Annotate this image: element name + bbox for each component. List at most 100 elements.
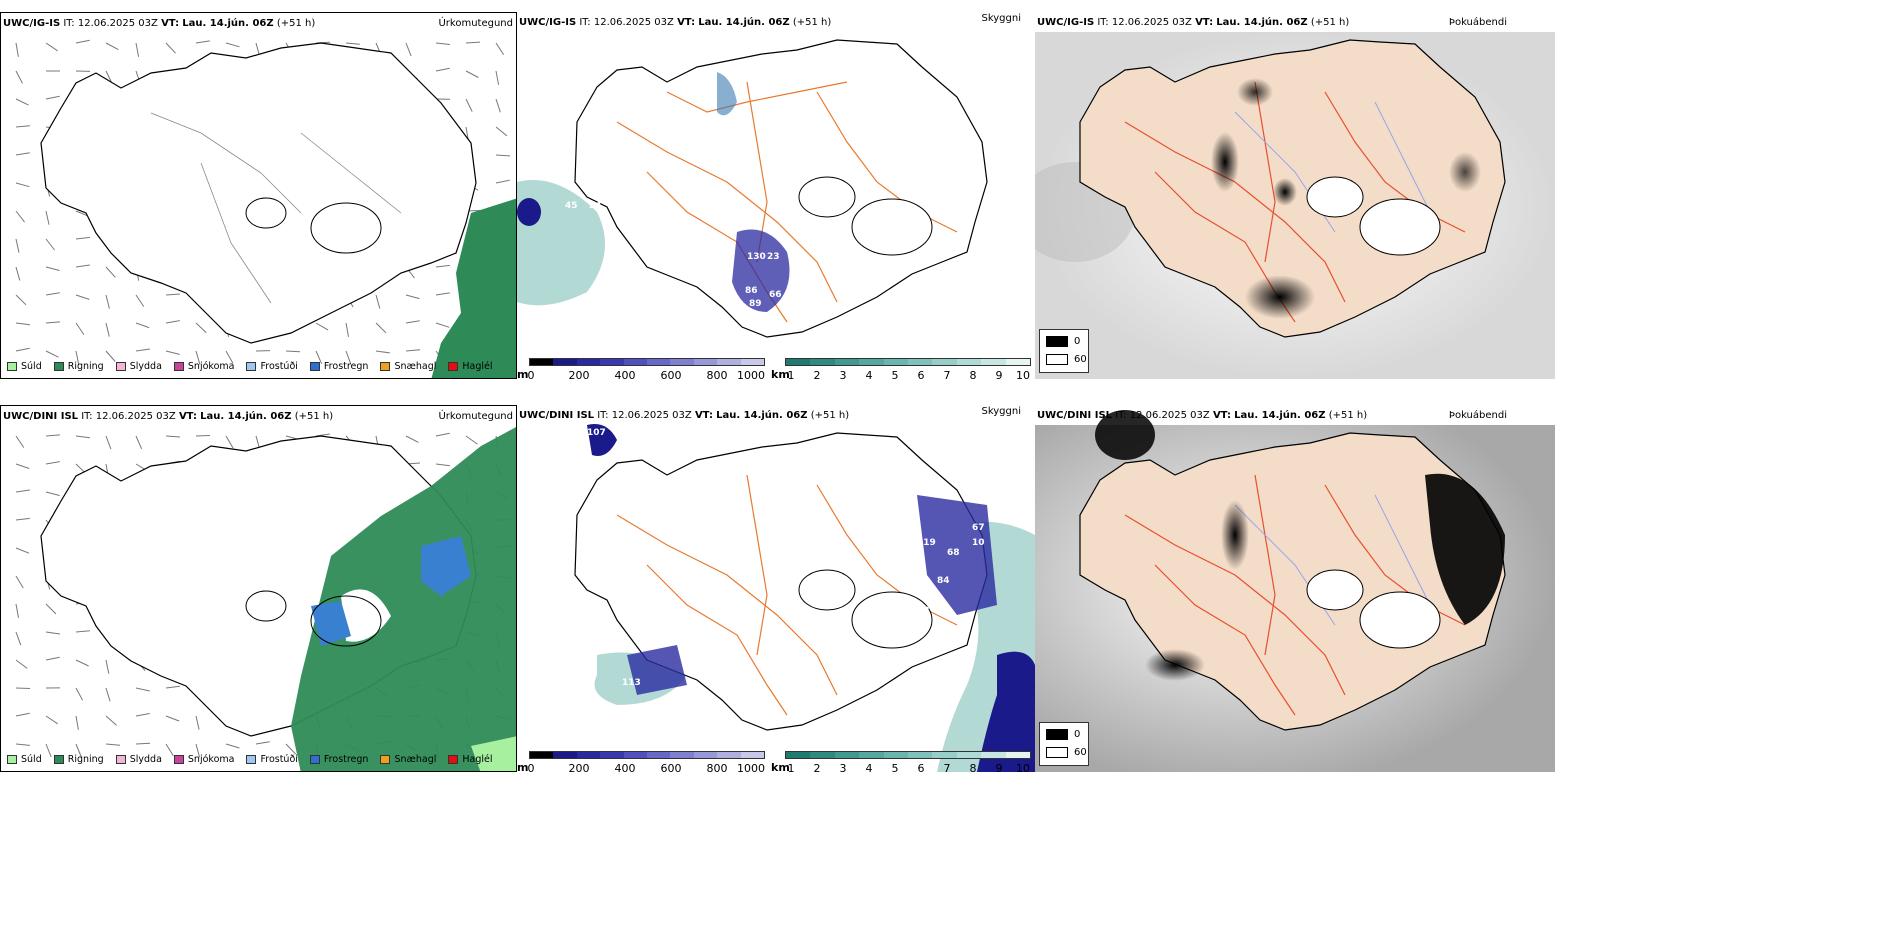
fog-legend: 0 60 [1039,722,1089,766]
legend-item: Snæhagl [380,361,436,372]
legend-swatch [246,362,257,371]
wind-barb [135,348,150,352]
wind-barb [195,40,210,44]
legend-swatch [7,362,17,371]
wind-barb [75,236,90,240]
legend-swatch [309,755,320,764]
legend-item: Snjókoma [173,361,234,372]
wind-barb [495,126,508,137]
wind-barb [345,322,349,337]
panel-title: Skyggni [981,406,1021,417]
colorbar-tick: 8 [969,762,977,772]
wind-barb [435,42,450,45]
iceland-map-precip-bottom [15,427,516,771]
wind-barb [135,42,140,57]
visibility-colorbar: km 1 2 3 4 5 6 7 8 9 10 [771,751,1033,772]
wind-barb [435,322,450,328]
legend-swatch [53,362,64,371]
wind-barb [225,42,240,48]
colorbar-tick: 5 [891,762,899,772]
precip-legend: Súld Rigning Slydda Snjókoma Frostúði Fr… [7,754,493,765]
precip-legend: Súld Rigning Slydda Snjókoma Frostúði Fr… [7,361,493,372]
wind-barb [75,294,90,300]
wind-barb [345,350,352,365]
wind-barb [405,435,419,443]
wind-barb [375,294,381,309]
colorbar-tick: 2 [813,762,821,772]
wind-barb [225,350,234,364]
panel-title: Þokuábendi [1448,17,1507,28]
wind-barb [465,435,478,445]
visibility-panel-bottom: 107 10 119 67 68 84 10 12 113 23 UWC/DIN… [517,405,1035,772]
wind-barb [15,152,30,156]
panel-header: UWC/IG-IS IT: 12.06.2025 03Z VT: Lau. 14… [3,18,316,29]
rain-area [431,198,516,378]
ceiling-value-label: 24 [589,201,602,211]
fog-panel-bottom: UWC/DINI ISL IT: 12.06.2025 03Z VT: Lau.… [1035,405,1555,772]
ceiling-value-label: 67 [972,523,985,533]
colorbar-unit: m [517,761,529,772]
colorbar-unit: km [771,368,790,379]
wind-barb [15,210,25,223]
ceiling-value-label: 130 [747,252,766,262]
legend-item: Rigning [53,361,104,372]
colorbar-tick: 800 [706,369,728,379]
wind-barb [45,603,57,615]
legend-item: Rigning [53,754,104,765]
wind-barb [435,67,450,72]
legend-swatch [309,362,320,371]
wind-barb [135,687,150,692]
ceiling-value-label: 23 [767,252,780,262]
wind-barb [495,179,510,184]
wind-barb [15,743,30,746]
wind-barb [105,294,110,309]
wind-barb [135,322,150,329]
colorbar-tick: 10 [1016,369,1030,379]
panel-title: Skyggni [981,13,1021,24]
wind-barb [75,264,90,268]
wind-barb [45,292,60,296]
iceland-map-visibility-bottom: 107 10 119 67 68 84 10 12 113 23 [574,424,1035,772]
legend-item: Súld [7,754,42,765]
ceiling-value-label: 86 [745,286,758,296]
wind-barb [45,210,50,225]
wind-barb [165,743,174,757]
wind-barb [75,435,90,439]
wind-barb [15,266,21,281]
legend-label: 60 [1074,747,1087,758]
wind-barb [45,434,61,437]
wind-barb [75,715,79,730]
ceiling-value-label: 107 [587,428,606,438]
wind-barb [495,154,511,157]
panel-header: UWC/DINI ISL IT: 12.06.2025 03Z VT: Lau.… [519,410,850,421]
ceiling-colorbar: m 0 200 400 600 800 1000 [517,358,767,379]
wind-barb [75,743,82,758]
colorbar-tick: 4 [865,762,873,772]
ceiling-value-label: 20 [772,317,785,327]
ceiling-value-label: 12 [917,606,930,616]
wind-barb [405,349,421,352]
wind-barb [105,322,110,337]
wind-barb [135,435,143,450]
colorbar-tick: 200 [568,762,590,772]
wind-barb [225,743,240,749]
freezing-rain-area [311,601,351,646]
wind-barb [375,322,387,334]
wind-barb [195,715,200,730]
colorbar-tick: 5 [891,369,899,379]
colorbar-tick: 1 [787,369,795,379]
wind-barb [15,347,30,352]
wind-barb [405,320,420,324]
colorbar-tick: 400 [614,369,636,379]
wind-barb [75,322,85,335]
colorbar-tick: 1000 [737,369,765,379]
legend-item: Slydda [115,754,162,765]
legend-label: 60 [1074,354,1087,365]
wind-barb [15,603,19,618]
ceiling-value-label: 119 [917,538,936,548]
legend-item: Haglél [448,754,493,765]
wind-barb [495,42,505,55]
wind-barb [135,713,150,717]
wind-barb [165,293,181,296]
wind-barb [105,687,111,702]
